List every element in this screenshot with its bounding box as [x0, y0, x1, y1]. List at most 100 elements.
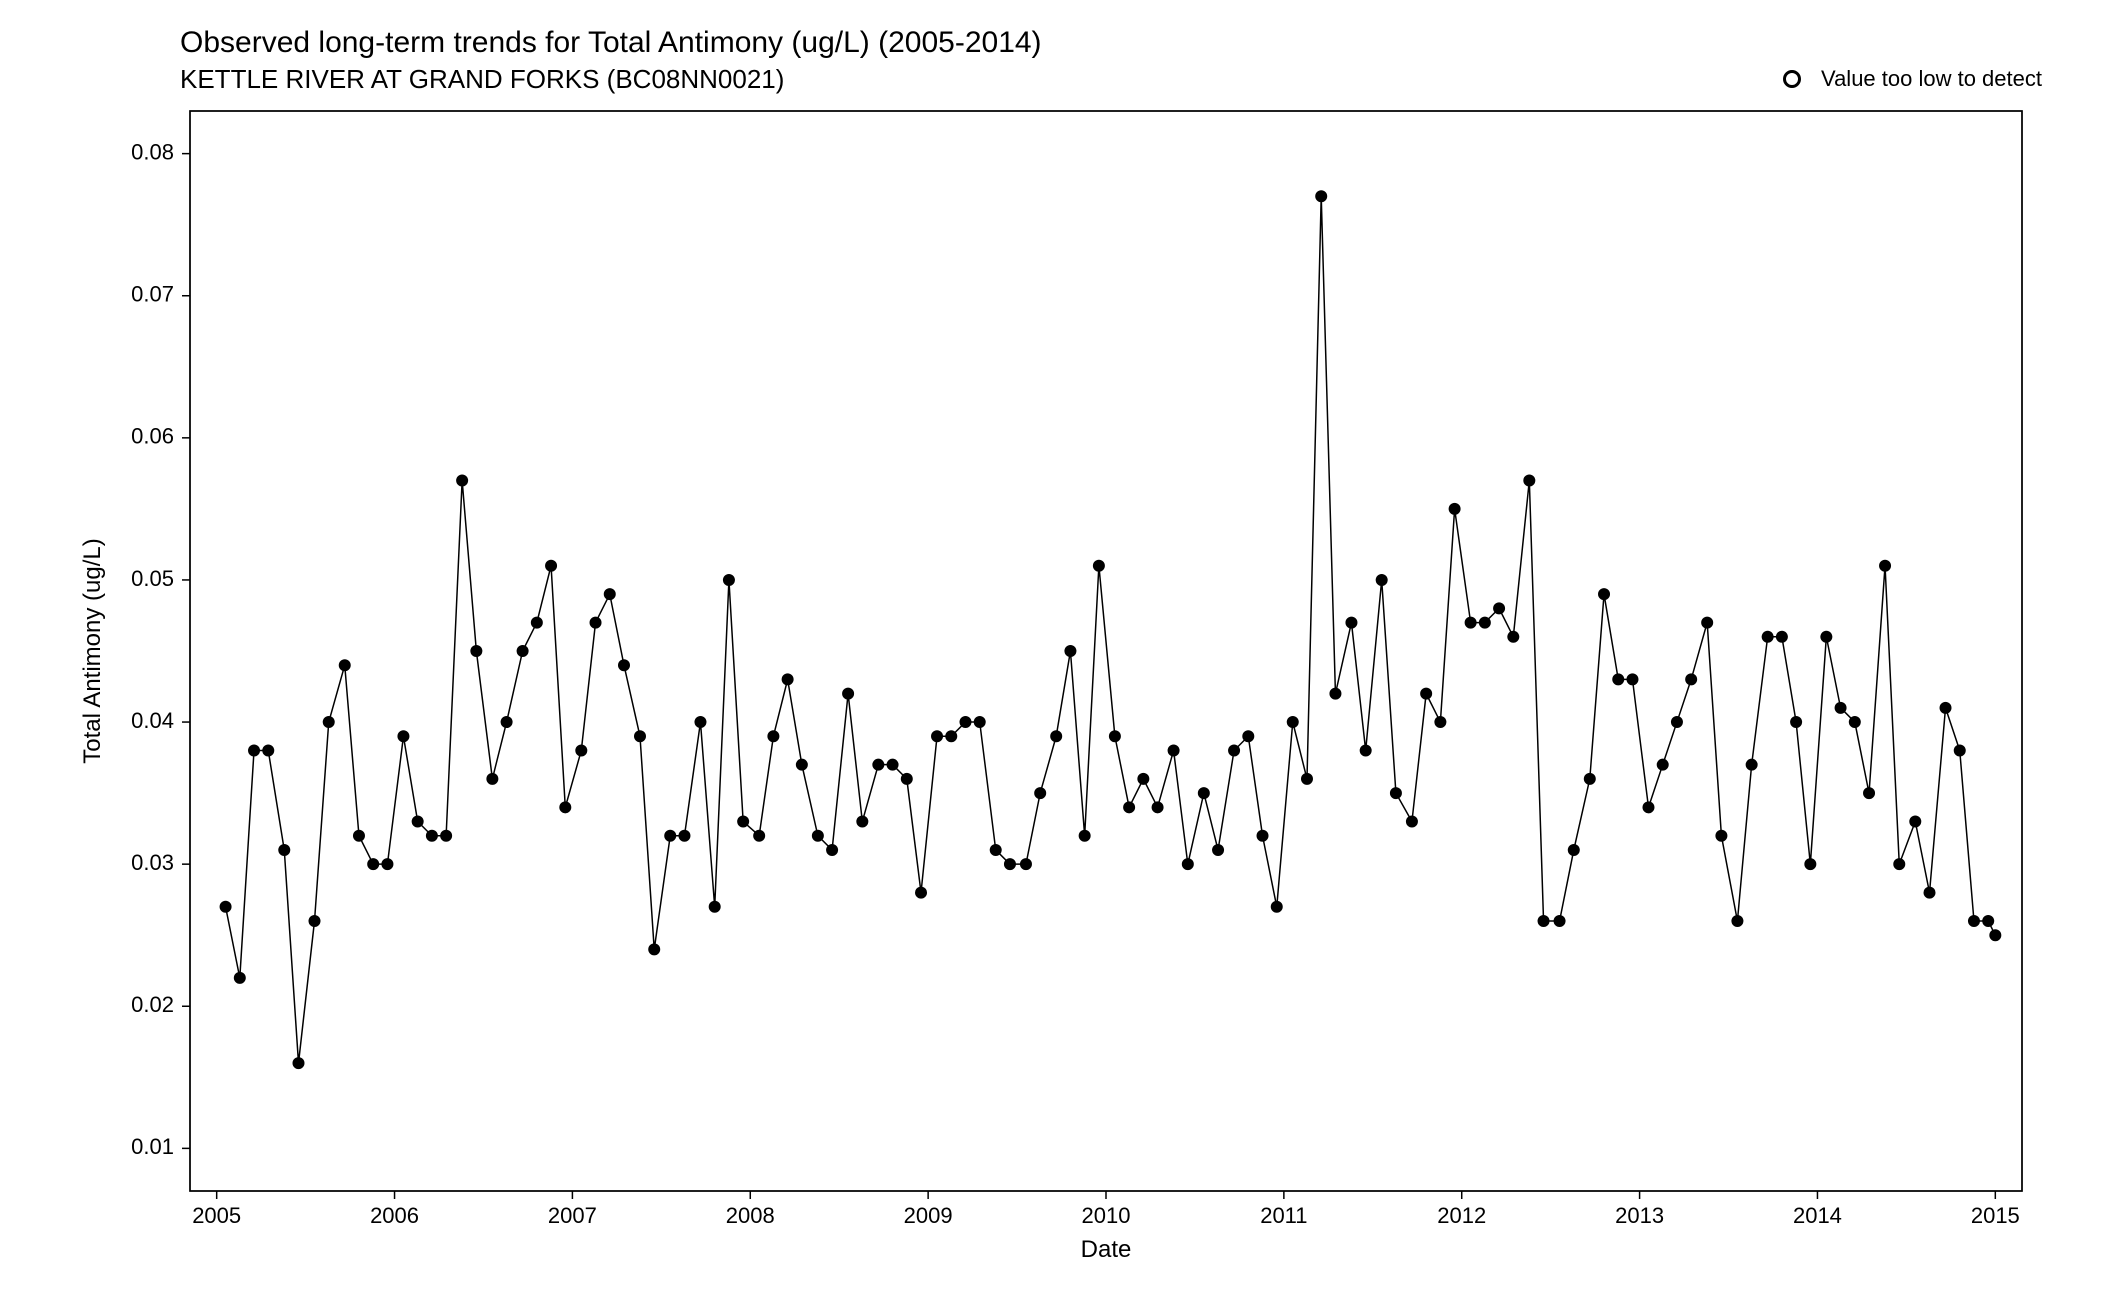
data-point — [604, 589, 615, 600]
data-point — [1479, 617, 1490, 628]
data-point — [560, 802, 571, 813]
x-tick-label: 2009 — [904, 1203, 953, 1228]
data-point — [1805, 859, 1816, 870]
data-point — [1243, 731, 1254, 742]
data-point — [1213, 844, 1224, 855]
data-point — [1124, 802, 1135, 813]
data-point — [1568, 844, 1579, 855]
data-point — [1330, 688, 1341, 699]
data-point — [960, 717, 971, 728]
data-point — [382, 859, 393, 870]
data-point — [723, 574, 734, 585]
data-point — [1940, 702, 1951, 713]
data-point — [695, 717, 706, 728]
chart-subtitle: KETTLE RIVER AT GRAND FORKS (BC08NN0021) — [180, 64, 2052, 95]
data-point — [353, 830, 364, 841]
data-point — [1821, 631, 1832, 642]
chart-legend: Value too low to detect — [1783, 66, 2042, 92]
data-point — [1762, 631, 1773, 642]
x-axis-label: Date — [1081, 1236, 1132, 1263]
data-point — [887, 759, 898, 770]
data-point — [546, 560, 557, 571]
x-tick-label: 2011 — [1260, 1203, 1307, 1228]
data-point — [279, 844, 290, 855]
data-point — [487, 773, 498, 784]
data-point — [634, 731, 645, 742]
data-point — [1093, 560, 1104, 571]
y-tick-label: 0.02 — [131, 992, 174, 1017]
x-tick-label: 2014 — [1793, 1203, 1842, 1228]
x-tick-label: 2007 — [548, 1203, 597, 1228]
data-point — [843, 688, 854, 699]
data-point — [618, 660, 629, 671]
data-point — [293, 1058, 304, 1069]
data-point — [1138, 773, 1149, 784]
data-point — [1287, 717, 1298, 728]
data-point — [873, 759, 884, 770]
data-point — [709, 901, 720, 912]
data-point — [1316, 191, 1327, 202]
y-axis-label: Total Antimony (ug/L) — [79, 538, 106, 763]
x-tick-label: 2013 — [1615, 1203, 1664, 1228]
chart-svg: 0.010.020.030.040.050.060.070.0820052006… — [60, 101, 2050, 1271]
chart-container: 0.010.020.030.040.050.060.070.0820052006… — [60, 101, 2052, 1234]
chart-titles: Observed long-term trends for Total Anti… — [180, 26, 2052, 95]
y-tick-label: 0.07 — [131, 282, 174, 307]
data-point — [368, 859, 379, 870]
data-point — [990, 844, 1001, 855]
data-point — [1924, 887, 1935, 898]
data-point — [1584, 773, 1595, 784]
data-point — [412, 816, 423, 827]
data-point — [1954, 745, 1965, 756]
data-point — [249, 745, 260, 756]
data-point — [1198, 788, 1209, 799]
data-point — [1613, 674, 1624, 685]
data-point — [1109, 731, 1120, 742]
x-tick-label: 2012 — [1437, 1203, 1486, 1228]
data-point — [1271, 901, 1282, 912]
data-point — [1864, 788, 1875, 799]
data-point — [1554, 916, 1565, 927]
data-point — [1910, 816, 1921, 827]
data-point — [901, 773, 912, 784]
data-point — [1599, 589, 1610, 600]
data-point — [916, 887, 927, 898]
data-point — [426, 830, 437, 841]
data-point — [1346, 617, 1357, 628]
y-tick-label: 0.01 — [131, 1134, 174, 1159]
data-point — [1020, 859, 1031, 870]
data-point — [812, 830, 823, 841]
y-tick-label: 0.04 — [131, 708, 174, 733]
data-point — [649, 944, 660, 955]
plot-panel — [190, 111, 2022, 1191]
data-point — [263, 745, 274, 756]
data-point — [1168, 745, 1179, 756]
x-tick-label: 2010 — [1082, 1203, 1131, 1228]
data-point — [501, 717, 512, 728]
data-point — [1360, 745, 1371, 756]
data-point — [1051, 731, 1062, 742]
data-point — [1182, 859, 1193, 870]
data-point — [1524, 475, 1535, 486]
data-point — [857, 816, 868, 827]
data-point — [1538, 916, 1549, 927]
data-point — [665, 830, 676, 841]
data-point — [220, 901, 231, 912]
data-point — [1465, 617, 1476, 628]
data-point — [471, 646, 482, 657]
data-point — [576, 745, 587, 756]
y-tick-label: 0.03 — [131, 850, 174, 875]
data-point — [1152, 802, 1163, 813]
data-point — [531, 617, 542, 628]
data-point — [1229, 745, 1240, 756]
page-root: Observed long-term trends for Total Anti… — [0, 0, 2112, 1309]
data-point — [457, 475, 468, 486]
data-point — [1257, 830, 1268, 841]
data-point — [1301, 773, 1312, 784]
data-point — [1494, 603, 1505, 614]
data-point — [441, 830, 452, 841]
data-point — [1376, 574, 1387, 585]
data-point — [1686, 674, 1697, 685]
data-point — [1849, 717, 1860, 728]
data-point — [1508, 631, 1519, 642]
